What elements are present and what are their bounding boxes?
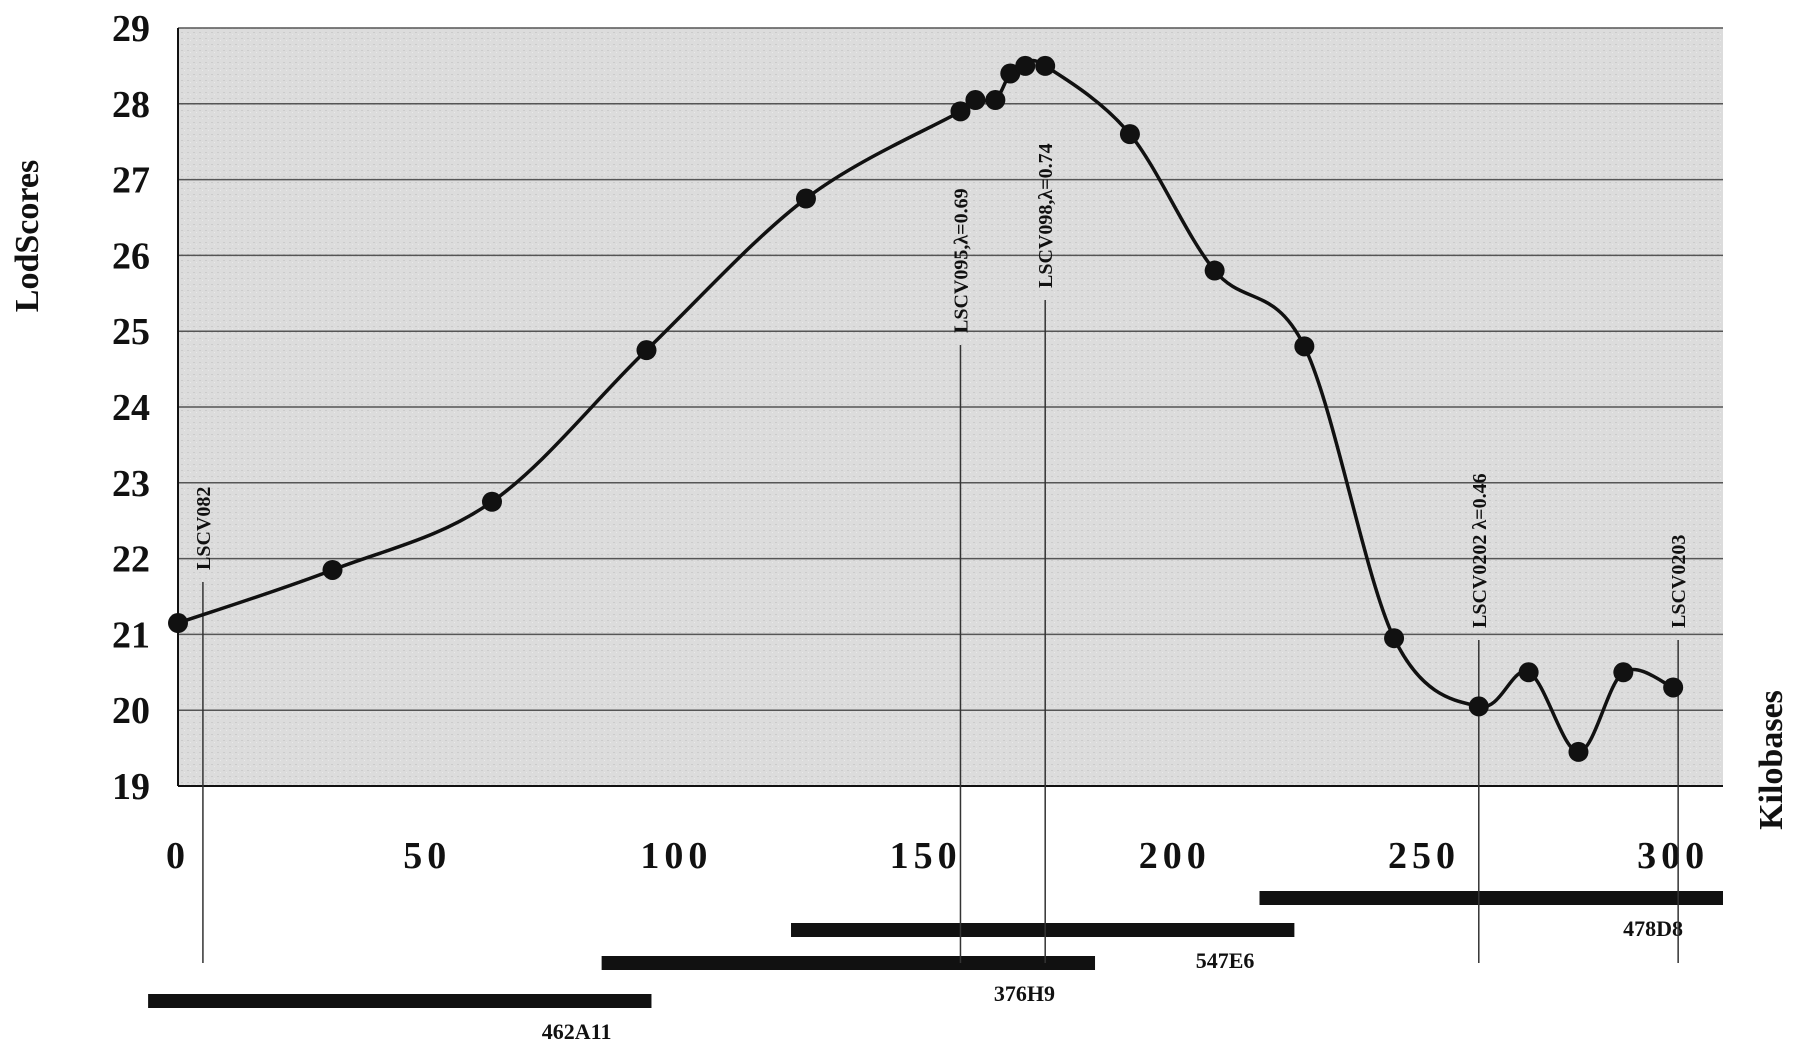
- marker-label: LSCV0202 λ=0.46: [1469, 473, 1491, 628]
- clone-bars: 462A11 376H9 547E6 478D8: [148, 891, 1723, 1040]
- clone-label: 376H9: [994, 981, 1055, 1006]
- x-tick-label: 150: [890, 835, 962, 877]
- x-axis-title: Kilobases: [1753, 690, 1790, 830]
- data-point: [1663, 677, 1684, 698]
- x-tick-labels: 0 50 100 150 200 250 300: [166, 835, 1709, 877]
- y-tick-label: 24: [112, 387, 150, 429]
- data-point: [1613, 662, 1634, 683]
- series-group: [168, 55, 1684, 762]
- data-point: [1204, 260, 1225, 281]
- y-tick-label: 22: [112, 539, 150, 581]
- x-tick-label: 200: [1139, 835, 1211, 877]
- data-point: [1000, 63, 1021, 84]
- x-tick-label: 100: [640, 835, 712, 877]
- series-line: [177, 58, 1674, 754]
- clone-label: 478D8: [1623, 916, 1683, 941]
- data-point: [1568, 741, 1589, 762]
- clone-label: 462A11: [542, 1019, 612, 1040]
- data-point: [1384, 628, 1405, 649]
- marker-label: LSCV082: [193, 487, 215, 570]
- x-tick-label: 50: [403, 835, 451, 877]
- y-tick-label: 28: [112, 84, 150, 126]
- data-point: [1035, 55, 1056, 76]
- y-tick-label: 29: [112, 8, 150, 50]
- data-point: [1015, 55, 1036, 76]
- data-point: [636, 340, 657, 361]
- y-tick-labels: 19 20 21 22 23 24 25 26 27 28 29: [112, 8, 150, 808]
- x-tick-label: 250: [1388, 835, 1460, 877]
- marker-label: LSCV095,λ=0.69: [950, 188, 972, 333]
- data-point: [1468, 696, 1489, 717]
- marker-label: LSCV0203: [1668, 535, 1690, 628]
- data-point: [965, 90, 986, 111]
- marker-label: LSCV098,λ=0.74: [1035, 143, 1057, 288]
- x-tick-label: 0: [166, 835, 190, 877]
- y-axis-title: LodScores: [9, 160, 46, 312]
- y-tick-label: 26: [112, 235, 150, 277]
- x-tick-label: 300: [1637, 835, 1709, 877]
- data-point: [322, 559, 343, 580]
- y-tick-label: 27: [112, 160, 150, 202]
- data-point: [985, 90, 1006, 111]
- marker-lines: LSCV082 LSCV095,λ=0.69 LSCV098,λ=0.74 LSCV0…: [193, 143, 1690, 963]
- y-tick-label: 19: [112, 766, 150, 808]
- grid-lines: [178, 27, 1723, 711]
- y-tick-label: 21: [112, 614, 150, 656]
- data-point: [1119, 124, 1140, 145]
- y-tick-label: 20: [112, 690, 150, 732]
- y-tick-label: 25: [112, 311, 150, 353]
- data-point: [1294, 336, 1315, 357]
- clone-label: 547E6: [1196, 948, 1255, 973]
- data-point: [1518, 662, 1539, 683]
- data-point: [481, 491, 502, 512]
- data-point: [950, 101, 971, 122]
- y-tick-label: 23: [112, 463, 150, 505]
- data-point: [795, 188, 816, 209]
- data-point: [168, 613, 188, 634]
